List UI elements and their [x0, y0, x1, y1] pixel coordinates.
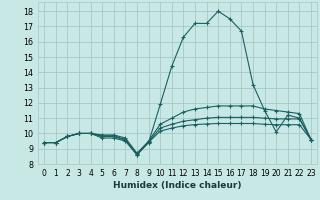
X-axis label: Humidex (Indice chaleur): Humidex (Indice chaleur) — [113, 181, 242, 190]
